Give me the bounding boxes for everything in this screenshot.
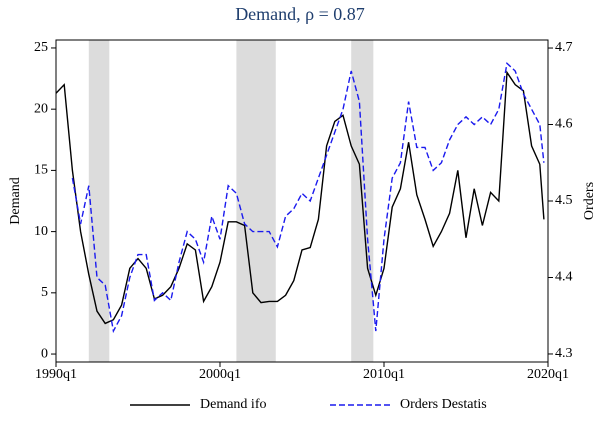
y2-tick-label: 4.3 [555,346,573,361]
x-tick-label: 2010q1 [363,367,405,382]
y-tick-label: 15 [34,163,48,178]
y2-tick-label: 4.7 [555,40,573,55]
x-tick-label: 1990q1 [35,367,77,382]
y2-tick-label: 4.5 [555,193,573,208]
legend-label: Orders Destatis [400,397,487,412]
legend-label: Demand ifo [200,397,266,412]
y-tick-label: 5 [41,285,48,300]
y-tick-label: 10 [34,224,48,239]
y2-axis-label: Orders [582,182,597,220]
series-line [71,61,545,334]
x-tick-label: 2020q1 [527,367,569,382]
shaded-period [88,40,110,362]
y-tick-label: 0 [41,346,48,361]
plot-frame [55,39,549,363]
shaded-period [236,40,276,362]
y2-tick-label: 4.6 [555,117,573,132]
series-line [55,70,545,325]
y-tick-label: 20 [34,101,48,116]
x-tick-label: 2000q1 [199,367,241,382]
y2-tick-label: 4.4 [555,270,573,285]
y-axis-label: Demand [8,177,23,224]
chart-title: Demand, ρ = 0.87 [235,4,365,24]
y-tick-label: 25 [34,40,48,55]
